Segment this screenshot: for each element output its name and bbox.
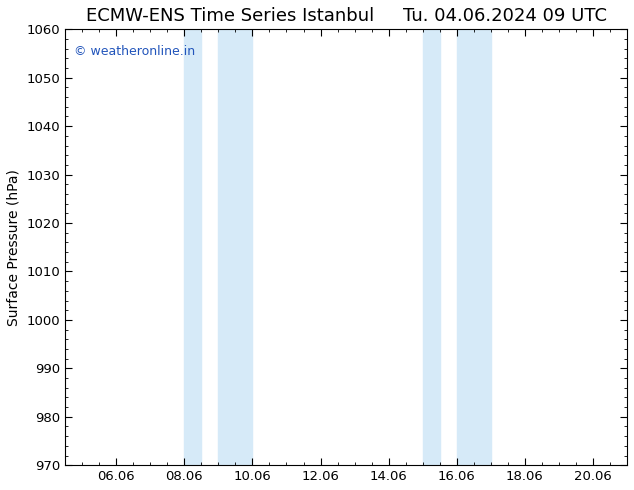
Bar [456,29,491,465]
Y-axis label: Surface Pressure (hPa): Surface Pressure (hPa) [7,169,21,326]
Title: ECMW-ENS Time Series Istanbul     Tu. 04.06.2024 09 UTC: ECMW-ENS Time Series Istanbul Tu. 04.06.… [86,7,607,25]
Bar [218,29,252,465]
Bar [423,29,440,465]
Bar [184,29,202,465]
Text: © weatheronline.in: © weatheronline.in [74,45,195,57]
